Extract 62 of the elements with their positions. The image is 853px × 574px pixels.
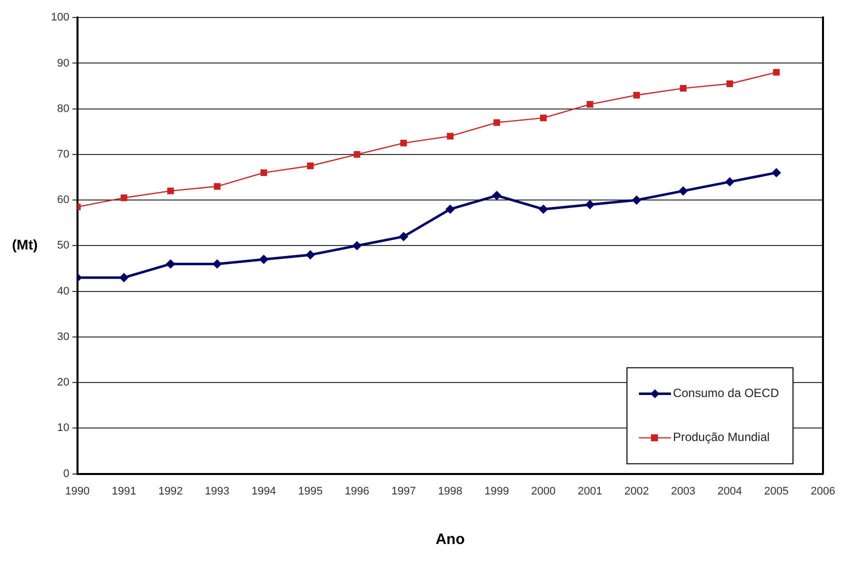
x-tick-label: 2005 [764,485,789,498]
point [538,204,548,214]
x-tick-label: 1995 [298,485,323,498]
legend-label: Consumo da OECD [672,386,780,400]
point [540,114,547,122]
point [119,273,128,282]
point [493,119,500,126]
point [307,162,314,170]
point [400,140,407,146]
point [166,259,176,268]
x-tick-label: 1994 [252,485,276,498]
x-tick-label: 1998 [438,485,462,498]
point [167,188,174,194]
point [214,183,220,190]
point [726,80,734,88]
point [633,92,640,98]
y-tick-label: 60 [57,194,70,206]
x-tick-label: 2003 [670,485,696,498]
point [354,151,360,158]
y-tick-label: 70 [57,148,70,160]
point [212,259,222,268]
point [399,232,408,242]
x-tick-label: 1992 [158,485,183,498]
x-tick-label: 2004 [718,485,742,498]
point [352,241,362,250]
point [446,132,454,140]
y-tick-label: 80 [57,102,70,115]
legend-label: Produção Mundial [672,430,770,444]
x-tick-label: 1991 [112,485,136,498]
y-axis-title: (Mt) [12,236,38,253]
y-tick-label: 50 [57,240,70,252]
y-tick-label: 20 [57,376,70,389]
point [120,194,128,202]
x-tick-label: 2000 [531,485,556,498]
x-axis-title: Ano [436,531,465,548]
x-tick-label: 1997 [391,485,416,498]
point [772,168,781,178]
point [585,200,594,210]
point [680,84,687,92]
point [773,69,780,76]
y-tick-label: 90 [57,57,70,70]
y-tick-label: 30 [57,330,70,343]
x-tick-label: 1999 [484,485,510,498]
x-tick-label: 2006 [810,485,836,498]
point [446,204,455,214]
y-tick-label: 0 [63,468,70,480]
point [632,196,642,205]
point [306,250,315,260]
x-tick-label: 1990 [65,485,90,498]
x-tick-label: 2002 [624,485,649,498]
y-tick-label: 100 [50,12,70,24]
point [260,169,268,176]
point [678,186,688,196]
x-tick-label: 1993 [204,485,230,498]
y-tick-label: 10 [57,422,70,434]
y-tick-label: 40 [57,285,70,298]
point [492,191,502,200]
x-tick-label: 1996 [344,485,370,498]
x-tick-label: 2001 [578,485,602,498]
point [586,100,594,108]
point [259,254,268,264]
point [725,177,734,186]
